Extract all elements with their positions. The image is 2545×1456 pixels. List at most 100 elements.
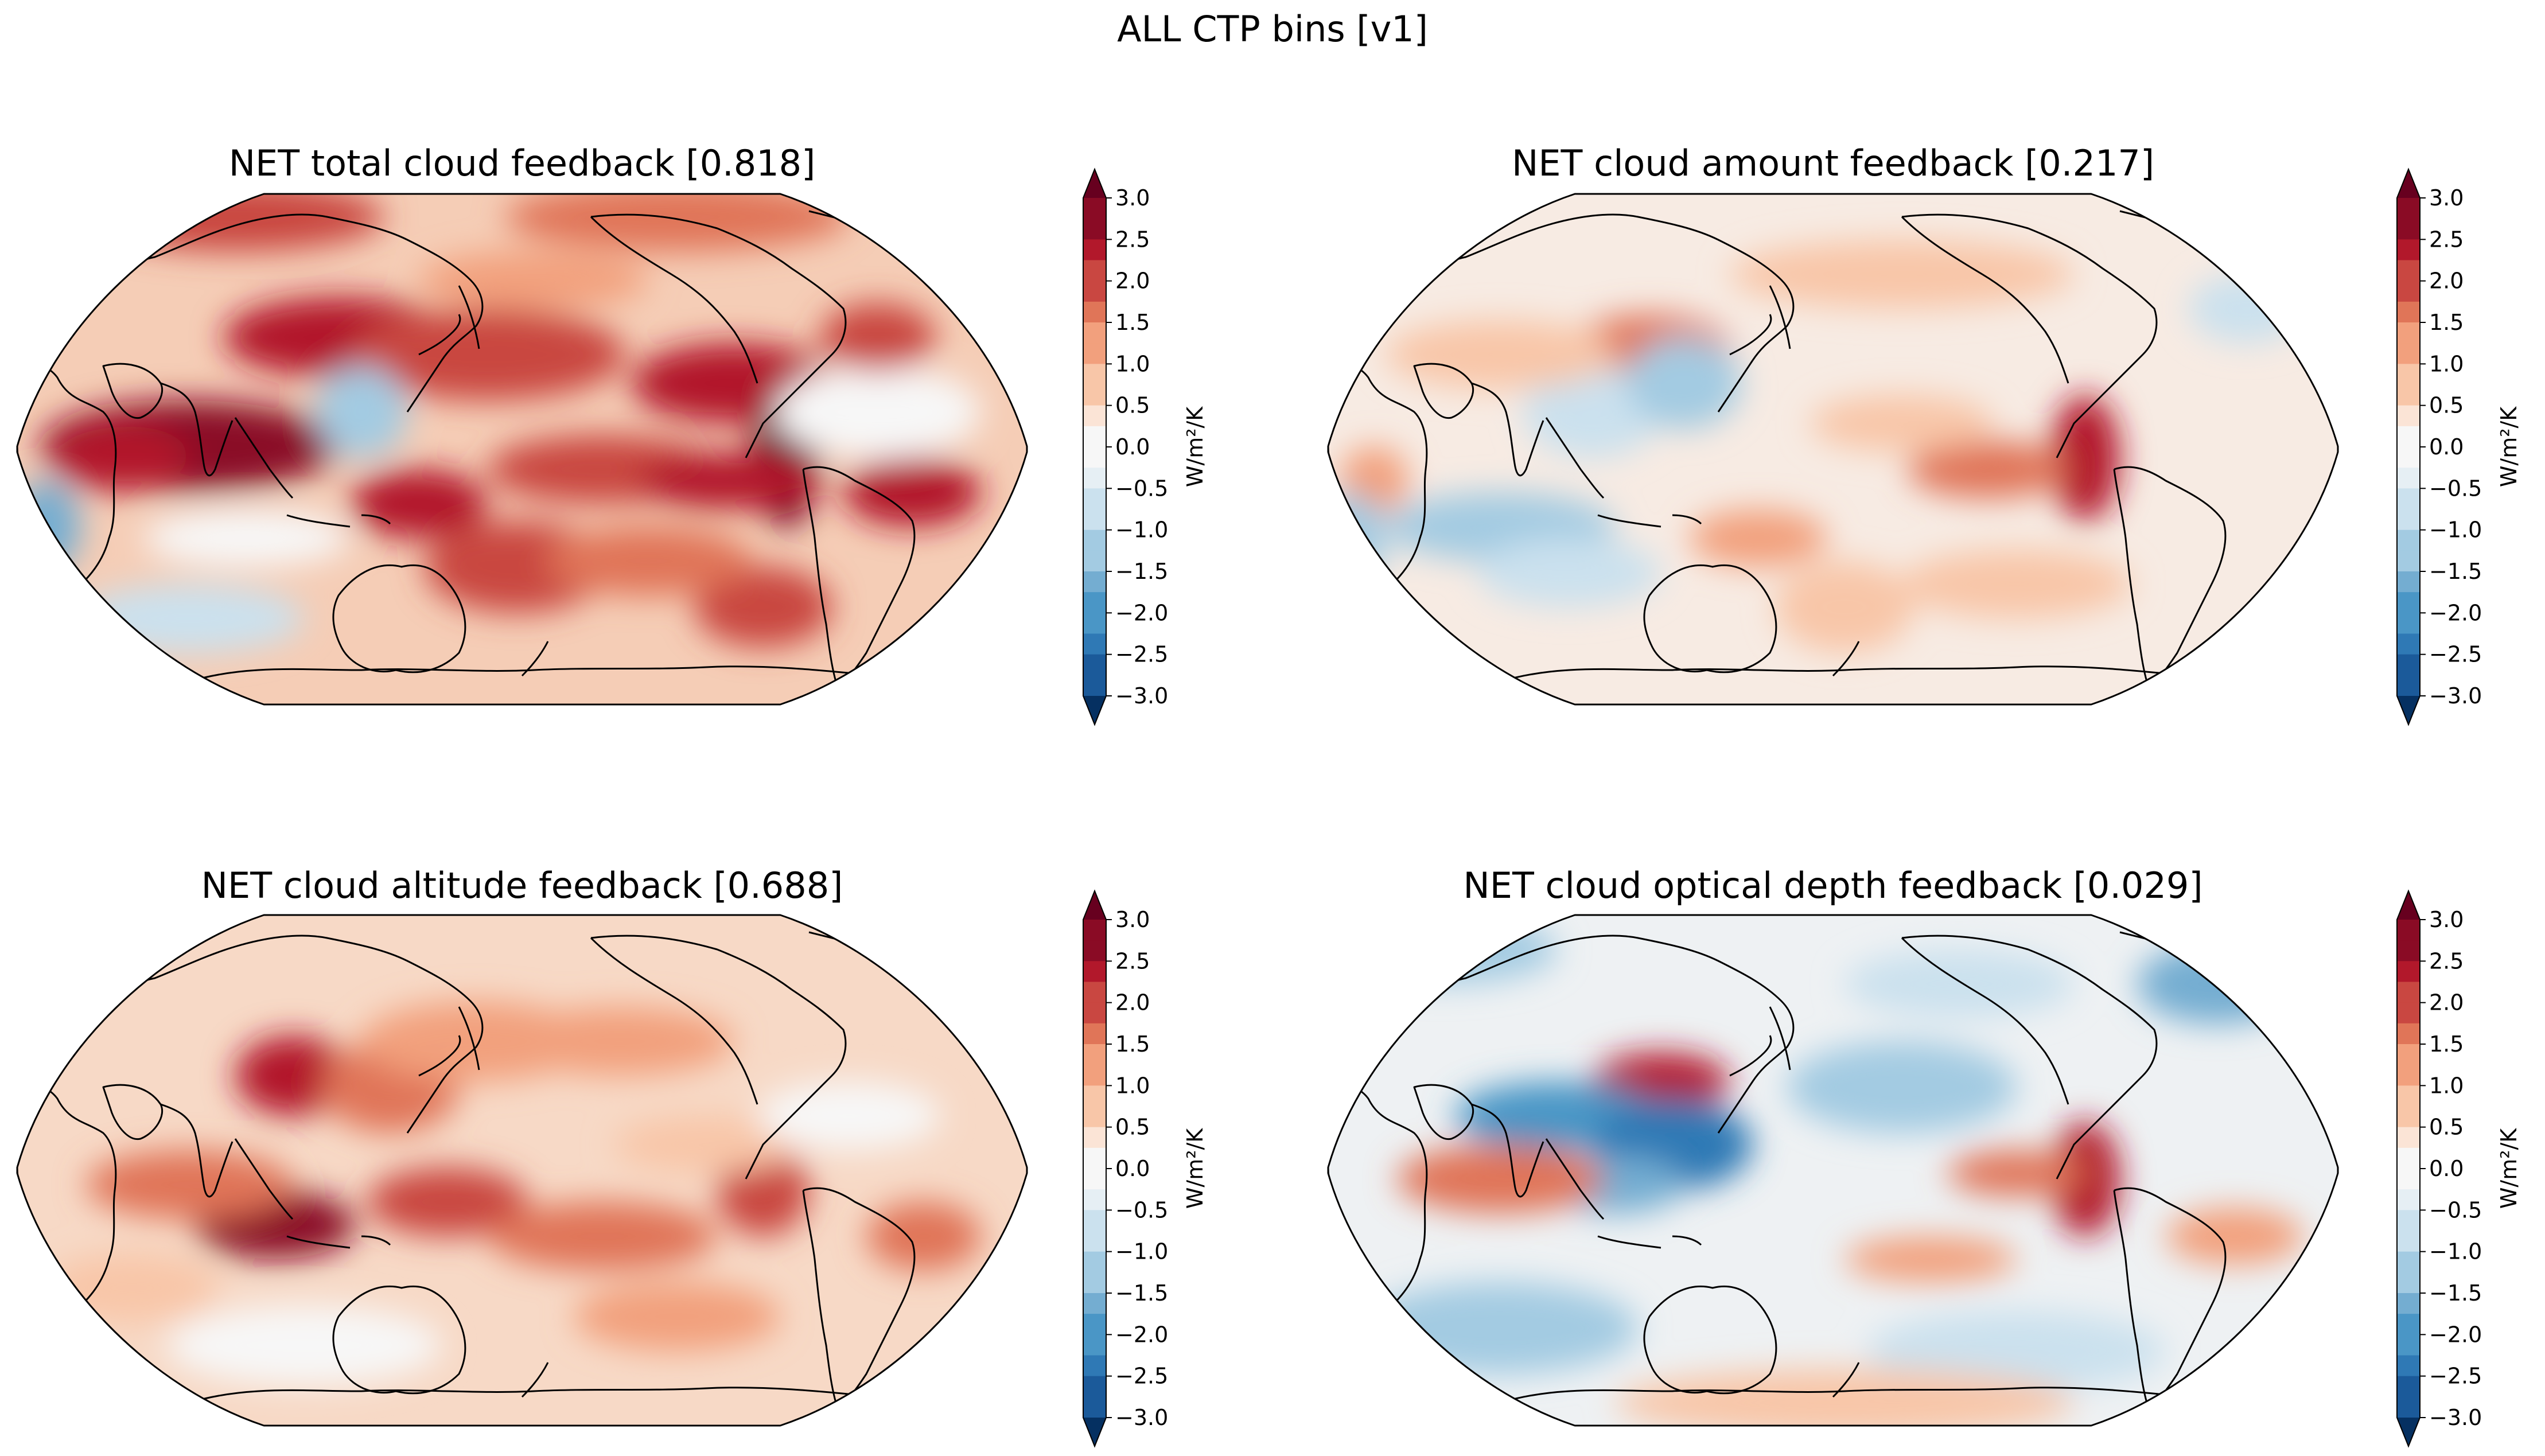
colorbar-tick-label: −1.5	[1115, 1280, 1168, 1306]
colorbar-bin	[1083, 1169, 1106, 1190]
colorbar-bin	[2397, 322, 2420, 344]
field-amount	[1328, 240, 2303, 653]
coastline	[521, 641, 549, 677]
field-blob	[1328, 492, 1386, 584]
colorbar-tick-label: 0.5	[1115, 1115, 1150, 1140]
colorbar-extend-max	[2397, 169, 2420, 198]
field-blob	[505, 1007, 734, 1076]
field-blob	[1844, 949, 2074, 1018]
colorbar-bin	[2397, 961, 2420, 982]
colorbar-bin	[1083, 1189, 1106, 1210]
colorbar-tick-label: 1.0	[1115, 351, 1150, 376]
coastline	[1672, 514, 1702, 525]
colorbar-tick-label: −1.0	[1115, 1239, 1168, 1264]
colorbar: 3.0 2.5 2.0 1.5 1.0 0.5 0.0 −0.5 −1.0 −1.5 −2.0 −2.…	[1083, 168, 1208, 726]
colorbar-bin	[2397, 281, 2420, 302]
colorbar-bin	[1083, 322, 1106, 344]
colorbar-tick-label: −2.0	[1115, 1322, 1168, 1347]
colorbar-tick-label: −1.0	[2429, 517, 2482, 543]
coastline	[1729, 1035, 1772, 1077]
colorbar-tick-label: 3.0	[1115, 907, 1150, 932]
colorbar-bin	[2397, 1210, 2420, 1231]
field-blob	[574, 1282, 780, 1351]
colorbar-bin	[2397, 468, 2420, 489]
colorbar-bin	[1083, 364, 1106, 385]
colorbar-bin	[2397, 1251, 2420, 1273]
colorbar-bin	[1083, 530, 1106, 551]
field-blob	[235, 1035, 350, 1116]
colorbar-bin	[2397, 1231, 2420, 1252]
coastline	[418, 1035, 461, 1077]
field-blob	[757, 1081, 941, 1150]
field-blob	[1690, 509, 1827, 567]
colorbar-bin	[2397, 488, 2420, 509]
field-blob	[1615, 1368, 2074, 1426]
panel-title-altitude: NET cloud altitude feedback [0.688]	[201, 865, 843, 906]
colorbar-bin	[2397, 405, 2420, 427]
colorbar-bin	[2397, 920, 2420, 941]
colorbar-tick-label: 0.0	[2429, 434, 2464, 460]
colorbar-tick-label: 1.0	[2429, 351, 2464, 376]
colorbar: 3.0 2.5 2.0 1.5 1.0 0.5 0.0 −0.5 −1.0 −1.5 −2.0 −2.…	[2396, 889, 2521, 1448]
field-blob	[2189, 274, 2303, 343]
colorbar-bin	[2397, 613, 2420, 634]
colorbar-bin	[1083, 920, 1106, 941]
colorbar-bin	[1083, 405, 1106, 427]
field-blob	[86, 1150, 293, 1219]
colorbar-bin	[2397, 364, 2420, 385]
colorbar-bin	[1083, 1355, 1106, 1377]
coastline	[458, 1006, 480, 1070]
colorbar-tick-label: 2.0	[1115, 268, 1150, 294]
colorbar-bin	[1083, 1127, 1106, 1149]
colorbar-tick-label: −2.5	[1115, 1364, 1168, 1389]
field-blob	[1477, 538, 1661, 607]
colorbar-bin	[1083, 1044, 1106, 1065]
colorbar-bin	[1083, 384, 1106, 406]
map-panel-amount	[1327, 193, 2339, 706]
field-blob	[545, 527, 752, 595]
coastline	[1901, 937, 2069, 1105]
colorbar-tick-label: 3.0	[2429, 185, 2464, 211]
coastline	[1500, 1387, 2189, 1404]
colorbar-bin	[1083, 468, 1106, 489]
coastline	[1413, 1084, 1474, 1140]
colorbar-tick-label: 2.0	[2429, 990, 2464, 1015]
coastline	[1729, 314, 1772, 356]
colorbar-bin	[2397, 239, 2420, 260]
field-blob	[2051, 1122, 2120, 1236]
colorbar-bin	[2397, 1376, 2420, 1397]
coastline	[1545, 1138, 1605, 1220]
colorbar-bin	[1083, 1002, 1106, 1024]
colorbar-bin	[2397, 1127, 2420, 1149]
colorbar-bin	[1083, 198, 1106, 219]
map-panel-altitude	[16, 914, 1028, 1427]
coastline	[286, 1235, 351, 1249]
colorbar-bin	[1083, 447, 1106, 468]
field-blob	[1386, 320, 1615, 389]
colorbar-bin	[2397, 633, 2420, 655]
field-blob	[2051, 395, 2120, 521]
colorbar-bin	[2397, 1272, 2420, 1294]
colorbar-tick-label: 1.0	[2429, 1073, 2464, 1098]
colorbar-bin	[2397, 1147, 2420, 1169]
field-total	[17, 194, 981, 653]
colorbar-tick-label: −2.5	[1115, 642, 1168, 667]
field-blob	[488, 1202, 717, 1271]
coastline	[802, 1187, 916, 1410]
field-blob	[1730, 240, 2074, 309]
colorbar-bin	[2397, 219, 2420, 240]
colorbar-tick-label: 2.5	[1115, 948, 1150, 974]
field-blob	[2166, 1208, 2303, 1265]
colorbar-bin	[2397, 1396, 2420, 1418]
colorbar-bin	[1083, 1106, 1106, 1128]
coastline	[418, 314, 461, 356]
colorbar-bin	[2397, 1169, 2420, 1190]
colorbar-extend-max	[2397, 891, 2420, 920]
field-blob	[1328, 915, 1558, 984]
field-blob	[143, 509, 350, 567]
field-blob	[350, 309, 625, 400]
colorbar-extend-max	[1083, 169, 1106, 198]
coastline	[802, 466, 916, 688]
colorbar-bin	[2397, 1044, 2420, 1065]
coastline	[102, 1084, 164, 1140]
